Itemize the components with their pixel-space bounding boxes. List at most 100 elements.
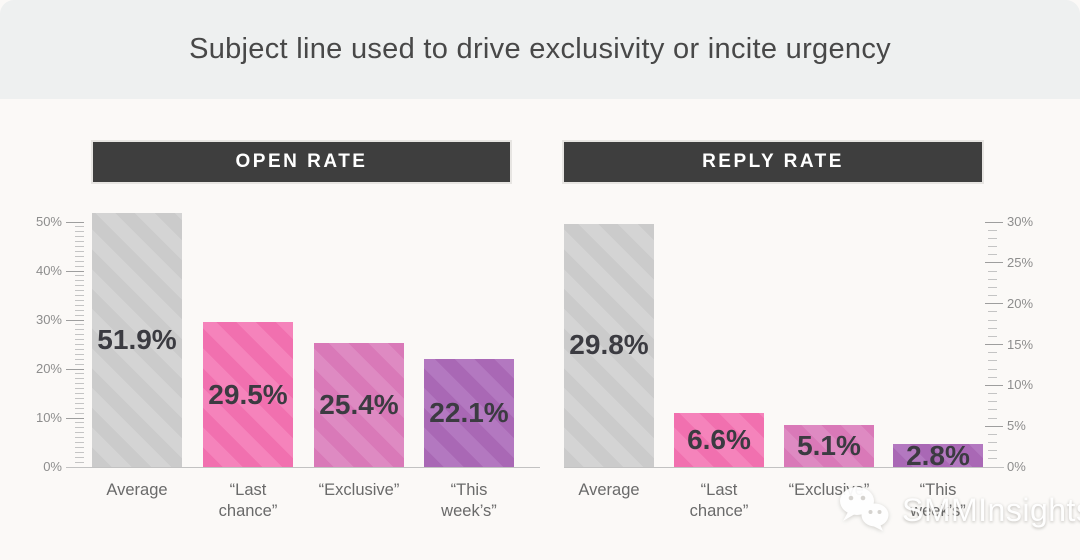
y-axis-tick-label: 15%: [1007, 336, 1034, 352]
x-axis-category-label: “This week’s”: [910, 481, 966, 520]
bar-value-label: 29.8%: [569, 329, 649, 361]
open-rate-bar-1: [203, 322, 293, 467]
y-axis-minor-tick: [988, 295, 997, 296]
x-axis-category-label: “Last chance”: [218, 481, 278, 520]
y-axis-minor-tick: [75, 246, 84, 247]
y-axis-minor-tick: [988, 401, 997, 403]
y-axis-minor-tick: [75, 329, 84, 331]
y-axis-tick-label: 20%: [35, 361, 62, 376]
y-axis-minor-tick: [75, 255, 84, 257]
y-axis-minor-tick: [988, 246, 997, 247]
y-axis-minor-tick: [988, 376, 997, 378]
y-axis-minor-tick: [75, 324, 84, 326]
x-axis-category-label: Average: [578, 481, 640, 499]
open-rate-bar-0: [92, 212, 182, 467]
y-axis-minor-tick: [988, 311, 997, 313]
y-axis-minor-tick: [75, 446, 84, 448]
y-axis-minor-tick: [75, 231, 84, 233]
y-axis-minor-tick: [75, 442, 84, 443]
y-axis-minor-tick: [75, 241, 84, 243]
y-axis-minor-tick: [988, 368, 997, 370]
y-axis-minor-tick: [988, 450, 997, 452]
y-axis-minor-tick: [75, 407, 84, 409]
y-axis-minor-tick: [75, 461, 84, 463]
y-axis-tick-label: 10%: [1007, 377, 1034, 393]
y-axis-minor-tick: [75, 412, 84, 414]
y-axis-minor-tick: [988, 270, 997, 272]
y-axis-tick-label: 30%: [1007, 214, 1034, 229]
open-rate-bar-3: [424, 358, 514, 467]
y-axis-minor-tick: [75, 422, 84, 424]
y-axis-tick-label: 30%: [35, 312, 62, 327]
y-axis-major-tick: [985, 303, 1003, 305]
y-axis-minor-tick: [75, 388, 84, 390]
open-rate-bar-2: [314, 342, 404, 467]
y-axis-minor-tick: [75, 393, 84, 394]
y-axis-minor-tick: [75, 363, 84, 365]
watermark-text: SMMInsights: [902, 492, 1080, 528]
y-axis-minor-tick: [75, 451, 84, 453]
y-axis-minor-tick: [75, 236, 84, 238]
bar-value-label: 51.9%: [97, 323, 177, 355]
y-axis-tick-label: 20%: [1007, 295, 1034, 311]
open-rate-header: OPEN RATE: [93, 142, 510, 182]
y-axis-major-tick: [66, 417, 84, 419]
y-axis-major-tick: [985, 384, 1003, 386]
y-axis-minor-tick: [75, 226, 84, 228]
y-axis-minor-tick: [75, 348, 84, 350]
y-axis-minor-tick: [988, 319, 997, 321]
y-axis-minor-tick: [75, 339, 84, 341]
reply-rate-bar-1: [674, 413, 764, 467]
bar-value-label: 5.1%: [797, 430, 861, 462]
y-axis-tick-label: 0%: [1007, 459, 1026, 474]
bar-value-label: 29.5%: [208, 378, 288, 410]
y-axis-major-tick: [66, 368, 84, 370]
y-axis-minor-tick: [75, 437, 84, 439]
x-axis-category-label: “This week’s”: [441, 481, 497, 520]
y-axis-minor-tick: [75, 378, 84, 380]
bar-value-label: 6.6%: [687, 424, 751, 456]
y-axis-minor-tick: [75, 314, 84, 316]
y-axis-tick-label: 10%: [35, 410, 62, 425]
y-axis-minor-tick: [75, 344, 84, 345]
y-axis-minor-tick: [75, 334, 84, 336]
bar-value-label: 25.4%: [319, 388, 399, 420]
reply-rate-bar-3: [893, 444, 983, 467]
y-axis-major-tick: [985, 344, 1003, 345]
y-axis-tick-label: 40%: [35, 263, 62, 278]
y-axis-minor-tick: [75, 265, 84, 267]
y-axis-minor-tick: [75, 353, 84, 355]
y-axis-major-tick: [66, 270, 84, 272]
page-title: Subject line used to drive exclusivity o…: [189, 33, 891, 65]
y-axis-tick-label: 25%: [1007, 254, 1034, 270]
y-axis-minor-tick: [75, 373, 84, 375]
y-axis-major-tick: [985, 221, 1003, 223]
y-axis-tick-label: 5%: [1007, 418, 1026, 434]
y-axis-minor-tick: [988, 278, 997, 280]
y-axis-minor-tick: [75, 285, 84, 287]
y-axis-minor-tick: [75, 304, 84, 306]
y-axis-minor-tick: [988, 393, 997, 394]
watermark: SMMInsights: [836, 484, 1080, 537]
y-axis-minor-tick: [75, 299, 84, 301]
y-axis-minor-tick: [988, 254, 997, 256]
bar-value-label: 22.1%: [429, 396, 509, 428]
y-axis-minor-tick: [75, 358, 84, 360]
y-axis-minor-tick: [988, 352, 997, 354]
y-axis-minor-tick: [988, 229, 997, 231]
y-axis-minor-tick: [988, 409, 997, 411]
wechat-icon: [836, 484, 894, 537]
y-axis-minor-tick: [75, 456, 84, 458]
y-axis-minor-tick: [988, 417, 997, 419]
y-axis-major-tick: [66, 221, 84, 223]
x-axis-category-label: “Exclusive”: [318, 481, 400, 499]
y-axis-minor-tick: [988, 335, 997, 337]
y-axis-major-tick: [66, 319, 84, 321]
y-axis-tick-label: 50%: [35, 214, 62, 229]
x-axis-category-label: “Last chance”: [689, 481, 749, 520]
y-axis-major-tick: [985, 425, 1003, 427]
bar-value-label: 2.8%: [906, 439, 970, 471]
y-axis-minor-tick: [75, 309, 84, 311]
